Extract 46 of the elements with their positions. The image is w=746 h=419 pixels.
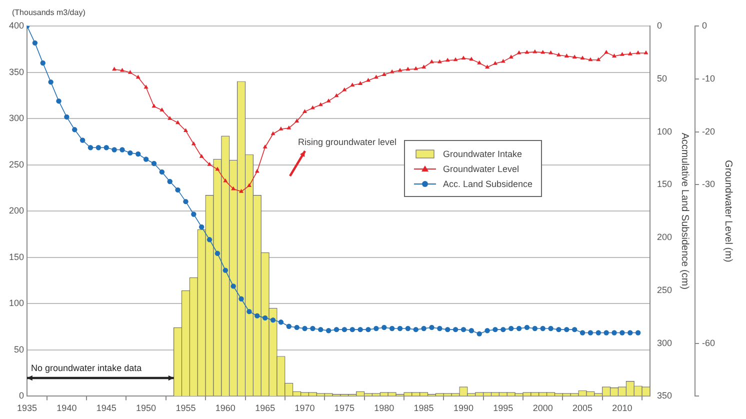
y2-tick-label: 0	[656, 20, 662, 30]
y3-axis-title: Groundwater Level (m)	[722, 160, 734, 262]
y-tick-label: 300	[8, 113, 24, 124]
legend-label: Acc. Land Subsidence	[443, 178, 533, 188]
legend-label: Groundwater Level	[443, 164, 520, 174]
x-tick-label: 1975	[334, 403, 354, 414]
y3-tick-label: -10	[702, 73, 716, 84]
x-tick-label: 1970	[294, 403, 315, 414]
y2-tick-label: 250	[656, 284, 672, 295]
annotation: Rising groundwater level	[298, 137, 397, 147]
x-tick-label: 1965	[255, 403, 276, 414]
x-tick-label: 2010	[612, 403, 632, 414]
y2-tick-label: 300	[656, 338, 672, 348]
x-tick-label: 2000	[532, 403, 553, 414]
y2-tick-label: 350	[656, 390, 672, 401]
x-tick-label: 1960	[215, 403, 236, 414]
y-tick-label: 100	[8, 298, 24, 308]
y-tick-label: 250	[8, 159, 24, 170]
x-tick-label: 1940	[56, 403, 77, 414]
y-tick-label: 350	[8, 66, 24, 77]
x-tick-label: 1955	[176, 403, 196, 414]
legend-label: Groundwater Intake	[443, 148, 522, 158]
y3-tick-label: 0	[702, 20, 708, 30]
y-tick-label: 400	[8, 20, 24, 30]
y3-tick-label: -30	[702, 179, 716, 190]
y-axis-title: (Thousands m3/day)	[12, 8, 86, 17]
y-tick-label: 0	[19, 390, 24, 401]
y2-tick-label: 200	[656, 232, 672, 242]
y3-tick-label: -20	[702, 126, 716, 136]
x-tick-label: 1945	[96, 403, 116, 414]
x-tick-label: 1980	[374, 403, 394, 414]
y-tick-label: 150	[8, 252, 24, 262]
x-tick-label: 1995	[493, 403, 514, 414]
x-tick-label: 1950	[136, 403, 156, 414]
x-tick-label: 1990	[453, 403, 474, 414]
x-tick-label: 1985	[414, 403, 434, 414]
y2-tick-label: 50	[656, 73, 667, 84]
x-tick-label: 1935	[17, 403, 38, 414]
y2-tick-label: 150	[656, 179, 672, 190]
x-tick-label: 2005	[572, 403, 593, 414]
y2-axis-title: Accmulative Land Subsidence (cm)	[679, 132, 690, 290]
annotation: No groundwater intake data	[31, 362, 142, 373]
y-tick-label: 200	[8, 206, 24, 216]
y3-tick-label: -60	[702, 338, 716, 348]
y2-tick-label: 100	[656, 126, 672, 136]
y-tick-label: 50	[14, 344, 24, 354]
